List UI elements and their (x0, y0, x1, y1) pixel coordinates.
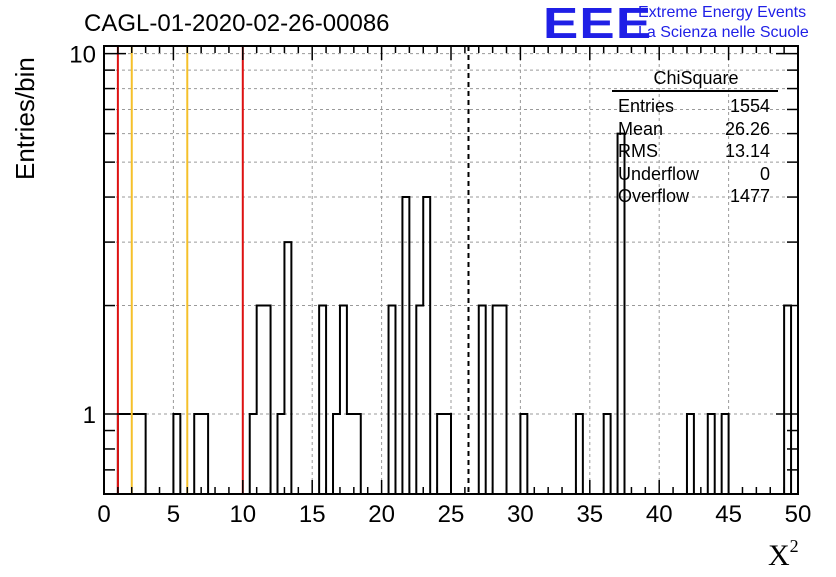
histogram-bar (722, 414, 729, 494)
logo-line2: La Scienza nelle Scuole (638, 24, 809, 41)
y-tick-label: 10 (69, 42, 96, 69)
histogram-bar (347, 414, 354, 494)
histogram-bar (340, 306, 347, 494)
stats-divider (612, 90, 778, 92)
x-tick-label: 45 (715, 501, 742, 528)
stat-label: Entries (618, 96, 675, 116)
logo-line1: Extreme Energy Events (638, 4, 807, 21)
stat-row-underflow: Underflow 0 (612, 163, 770, 186)
histogram-bar (333, 414, 340, 494)
histogram-bar (576, 414, 583, 494)
histogram-bar (118, 414, 125, 494)
stat-row-rms: RMS 13.14 (612, 140, 770, 163)
stat-label: Mean (618, 118, 664, 139)
stat-value: 13.14 (724, 141, 770, 161)
stat-label: Underflow (618, 163, 700, 184)
histogram-bar (444, 414, 451, 494)
histogram-bar (278, 414, 285, 494)
stat-row-overflow: Overflow 1477 (612, 185, 770, 208)
histogram-bar (708, 414, 715, 494)
stat-value: 1554 (729, 96, 770, 116)
histogram-bar (264, 306, 271, 494)
histogram-bar (493, 306, 500, 494)
x-tick-label: 20 (368, 501, 395, 528)
x-tick-label: 15 (299, 501, 326, 528)
histogram-bar (319, 306, 326, 494)
histogram-bar (139, 414, 146, 494)
histogram-bar (604, 414, 611, 494)
x-axis-label-sup: 2 (789, 536, 799, 556)
histogram-bar (125, 414, 132, 494)
stats-box: ChiSquare Entries 1554 Mean 26.26 RMS 13… (612, 68, 778, 208)
histogram-bar (520, 414, 527, 494)
x-tick-label: 5 (167, 501, 180, 528)
stat-label: Overflow (618, 186, 690, 206)
histogram-bar (389, 306, 396, 494)
histogram-bar (354, 414, 361, 494)
x-tick-label: 30 (507, 501, 534, 528)
x-axis-label: X2 (768, 536, 799, 573)
histogram-bar (194, 414, 201, 494)
histogram-bar (284, 242, 291, 494)
histogram-bar (257, 306, 264, 494)
stat-value: 0 (759, 163, 770, 184)
x-axis-label-base: X (768, 539, 790, 572)
x-tick-label: 35 (576, 501, 603, 528)
x-tick-label: 25 (438, 501, 465, 528)
x-tick-label: 0 (97, 501, 110, 528)
x-tick-label: 10 (229, 501, 256, 528)
stats-title: ChiSquare (653, 68, 739, 88)
histogram-bar (500, 306, 507, 494)
stat-value: 1477 (729, 186, 770, 206)
histogram-bar (437, 414, 444, 494)
y-tick-label: 1 (83, 402, 96, 429)
x-tick-label: 40 (646, 501, 673, 528)
histogram-bar (201, 414, 208, 494)
x-tick-label: 50 (785, 501, 812, 528)
histogram-bar (784, 306, 791, 494)
page-title: CAGL-01-2020-02-26-00086 (84, 10, 390, 37)
y-axis-label: Entries/bin (10, 57, 40, 180)
histogram-bar (173, 414, 180, 494)
stat-value: 26.26 (724, 118, 770, 139)
eee-logo: EEE Extreme Energy Events La Scienza nel… (543, 2, 809, 46)
histogram-bar (250, 414, 257, 494)
stat-row-entries: Entries 1554 (612, 95, 770, 118)
histogram-bar (132, 414, 139, 494)
logo-mark: EEE (543, 0, 653, 48)
histogram-bar (416, 306, 423, 494)
histogram-bar (687, 414, 694, 494)
stat-row-mean: Mean 26.26 (612, 118, 770, 141)
stat-label: RMS (618, 141, 658, 161)
histogram-bar (479, 306, 486, 494)
